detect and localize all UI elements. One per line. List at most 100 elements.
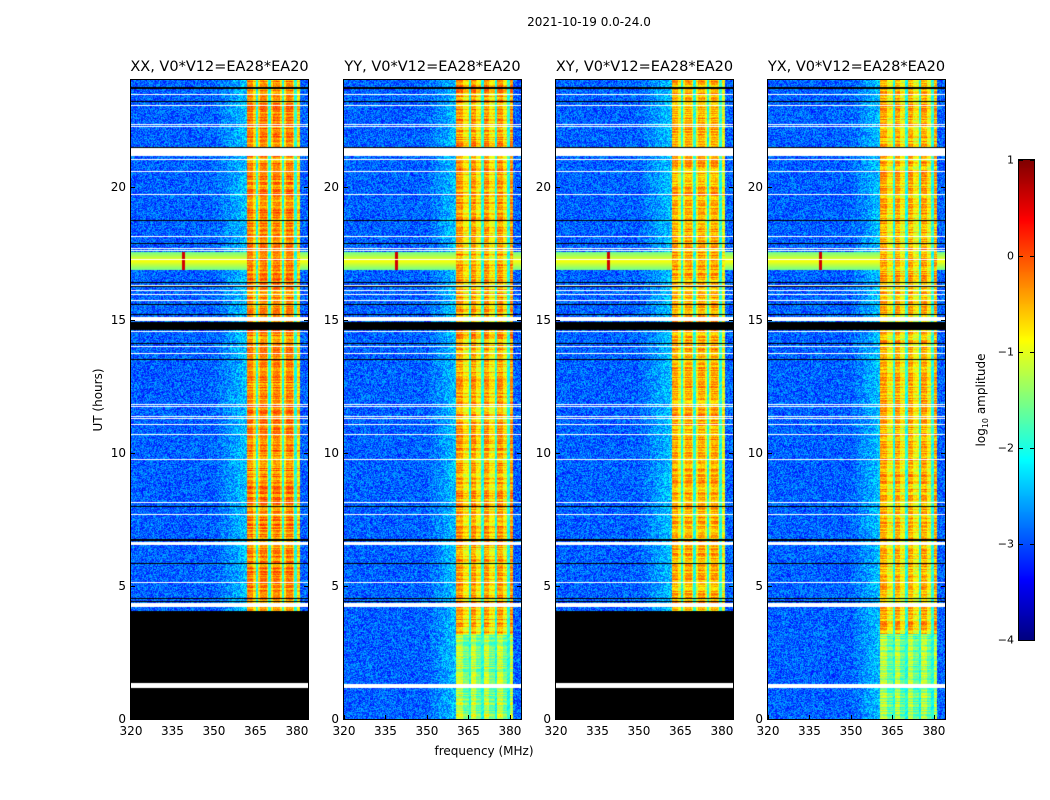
- y-tick-mark: [941, 452, 945, 454]
- heatmap-panel-yx: [767, 79, 946, 720]
- y-axis-label: UT (hours): [91, 368, 105, 432]
- y-tick-label: 20: [535, 179, 551, 194]
- colorbar-label-rest: amplitude: [973, 353, 988, 418]
- y-tick-label: 5: [331, 578, 339, 593]
- y-tick-mark: [131, 719, 135, 720]
- y-tick-mark: [344, 186, 348, 188]
- y-tick-label: 15: [323, 312, 339, 327]
- heatmap-image: [556, 80, 733, 719]
- colorbar-tick-mark: [1030, 544, 1034, 545]
- colorbar-tick-label: −1: [997, 345, 1014, 359]
- x-tick-mark: [255, 715, 257, 719]
- x-tick-label: 320: [119, 724, 143, 738]
- x-tick-mark: [768, 715, 769, 719]
- y-tick-mark: [304, 319, 308, 321]
- y-tick-label: 20: [323, 179, 339, 194]
- y-tick-label: 15: [747, 312, 763, 327]
- y-tick-mark: [304, 186, 308, 188]
- x-tick-mark: [213, 715, 215, 719]
- x-tick-label: 335: [586, 724, 609, 738]
- heatmap-panel-xx: [130, 79, 309, 720]
- colorbar-tick-mark: [1030, 448, 1034, 449]
- y-tick-mark: [517, 319, 521, 321]
- colorbar-gradient: [1019, 160, 1034, 640]
- x-tick-mark: [172, 715, 174, 719]
- y-tick-mark: [768, 186, 772, 188]
- panel-title: YY, V0*V12=EA28*EA20: [344, 59, 521, 75]
- y-tick-mark: [344, 719, 348, 720]
- colorbar-tick-mark: [1030, 640, 1034, 641]
- colorbar-tick-mark: [1030, 160, 1034, 161]
- y-tick-label: 0: [331, 712, 339, 726]
- x-tick-mark: [296, 715, 298, 719]
- y-tick-label: 0: [543, 712, 551, 726]
- x-tick-mark: [556, 715, 557, 719]
- y-tick-mark: [729, 186, 733, 188]
- colorbar-label-main: log: [973, 428, 988, 447]
- y-tick-mark: [556, 319, 560, 321]
- x-tick-label: 350: [839, 724, 863, 738]
- y-tick-mark: [131, 452, 135, 454]
- y-tick-mark: [304, 585, 308, 587]
- x-tick-label: 335: [374, 724, 397, 738]
- y-tick-mark: [729, 585, 733, 587]
- y-tick-mark: [768, 452, 772, 454]
- y-tick-mark: [941, 319, 945, 321]
- x-tick-mark: [131, 715, 132, 719]
- y-tick-mark: [556, 719, 560, 720]
- x-tick-label: 350: [415, 724, 439, 738]
- x-tick-label: 365: [244, 724, 267, 738]
- colorbar-tick-mark: [1019, 160, 1023, 161]
- x-axis-label: frequency (MHz): [434, 744, 534, 758]
- x-tick-label: 335: [798, 724, 821, 738]
- y-tick-label: 10: [535, 445, 551, 460]
- x-tick-label: 380: [498, 724, 522, 738]
- x-tick-label: 380: [710, 724, 734, 738]
- x-tick-mark: [426, 715, 428, 719]
- x-tick-mark: [809, 715, 811, 719]
- heatmap-image: [344, 80, 521, 719]
- colorbar-tick-label: −2: [997, 441, 1014, 455]
- y-tick-label: 10: [110, 445, 126, 460]
- y-tick-mark: [344, 585, 348, 587]
- x-tick-label: 350: [627, 724, 651, 738]
- heatmap-panel-xy: [555, 79, 734, 720]
- x-tick-mark: [509, 715, 511, 719]
- y-tick-mark: [517, 452, 521, 454]
- x-tick-mark: [385, 715, 387, 719]
- x-tick-label: 365: [669, 724, 692, 738]
- panel-title: XY, V0*V12=EA28*EA20: [555, 59, 734, 75]
- heatmap-image: [131, 80, 308, 719]
- colorbar-tick-mark: [1019, 448, 1023, 449]
- y-tick-mark: [556, 452, 560, 454]
- y-tick-mark: [304, 719, 308, 720]
- colorbar: [1018, 159, 1035, 641]
- heatmap-panel-yy: [343, 79, 522, 720]
- colorbar-tick-mark: [1019, 352, 1023, 353]
- panel-title: YX, V0*V12=EA28*EA20: [767, 59, 946, 75]
- y-tick-mark: [131, 319, 135, 321]
- y-tick-label: 10: [747, 445, 763, 460]
- heatmap-image: [768, 80, 945, 719]
- x-tick-label: 365: [457, 724, 480, 738]
- y-tick-mark: [517, 585, 521, 587]
- y-tick-label: 20: [747, 179, 763, 194]
- figure-title: 2021-10-19 0.0-24.0: [527, 15, 651, 29]
- colorbar-tick-mark: [1030, 352, 1034, 353]
- colorbar-tick-label: −4: [997, 633, 1014, 647]
- colorbar-label-sub: 10: [981, 417, 991, 429]
- colorbar-tick-label: 0: [1007, 249, 1014, 263]
- y-tick-mark: [768, 585, 772, 587]
- x-tick-label: 380: [922, 724, 946, 738]
- x-tick-label: 365: [881, 724, 904, 738]
- y-tick-mark: [941, 585, 945, 587]
- x-tick-label: 380: [285, 724, 309, 738]
- y-tick-label: 0: [118, 712, 126, 726]
- y-tick-label: 5: [755, 578, 763, 593]
- y-tick-mark: [729, 452, 733, 454]
- y-tick-mark: [304, 452, 308, 454]
- x-tick-mark: [468, 715, 470, 719]
- x-tick-mark: [933, 715, 935, 719]
- y-tick-mark: [344, 452, 348, 454]
- y-tick-label: 5: [543, 578, 551, 593]
